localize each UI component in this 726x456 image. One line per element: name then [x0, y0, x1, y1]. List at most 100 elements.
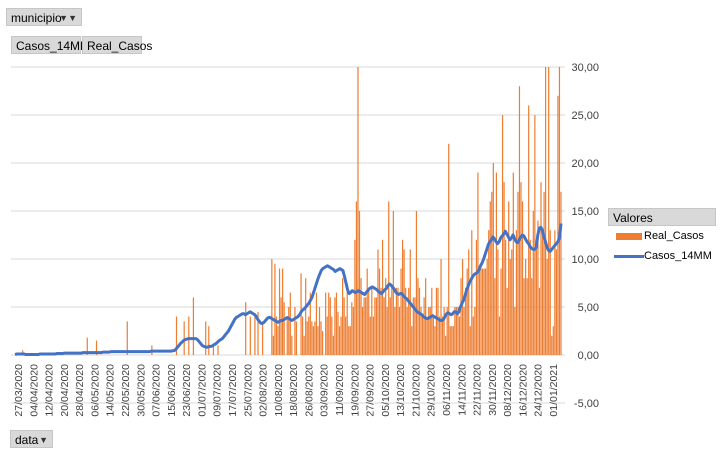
bar	[328, 292, 330, 355]
bar	[289, 292, 291, 355]
bar	[317, 326, 319, 355]
x-tick-label: 13/10/2020	[395, 364, 407, 417]
bar	[302, 316, 304, 355]
bar	[540, 182, 542, 355]
legend-item-casos-14mm[interactable]: Casos_14MM	[608, 246, 716, 266]
bar	[325, 292, 327, 355]
bar	[275, 316, 278, 355]
bar	[400, 268, 402, 355]
x-tick-label: 22/11/2020	[472, 364, 484, 416]
real-casos-value-button[interactable]: Real_Casos	[82, 36, 152, 54]
bar	[318, 307, 321, 355]
bar	[537, 220, 539, 355]
bar	[414, 297, 416, 355]
casos-14mm-value-button[interactable]: Casos_14MM	[11, 36, 90, 54]
bar	[280, 297, 282, 355]
x-tick-label: 28/04/2020	[74, 364, 86, 417]
bar	[254, 316, 256, 355]
bar	[192, 297, 195, 355]
bar	[548, 67, 550, 355]
bar	[354, 239, 356, 355]
bar	[346, 287, 348, 355]
bar	[423, 297, 425, 355]
bar	[526, 278, 528, 355]
data-axis-field-button[interactable]: data ▼	[10, 430, 53, 448]
bar	[315, 292, 318, 355]
bar	[461, 259, 464, 355]
bar	[468, 249, 470, 355]
bar	[343, 297, 345, 355]
bar	[449, 326, 451, 355]
bar	[448, 143, 450, 355]
bar	[426, 316, 428, 355]
filter-dropdown-icon[interactable]: ▼▼	[59, 13, 77, 23]
bar	[309, 292, 311, 355]
bar	[469, 326, 471, 355]
x-tick-label: 27/09/2020	[365, 364, 377, 417]
x-tick-label: 14/05/2020	[105, 364, 117, 417]
bar	[352, 307, 354, 355]
bar	[443, 307, 445, 355]
axis-dropdown-icon[interactable]: ▼	[39, 435, 48, 445]
bar	[394, 307, 396, 355]
bar	[428, 307, 430, 355]
bar	[521, 201, 524, 355]
bar	[331, 316, 333, 355]
bar	[455, 307, 458, 355]
bar	[217, 345, 219, 355]
bar	[445, 335, 447, 355]
bar	[535, 249, 537, 355]
bar-swatch-icon	[616, 233, 642, 240]
bar	[485, 268, 487, 355]
legend-label-real-casos: Real_Casos	[644, 230, 704, 242]
bar	[498, 316, 501, 355]
bar	[277, 326, 279, 355]
legend-label-casos-14mm: Casos_14MM	[644, 250, 712, 262]
bar	[460, 278, 462, 355]
bar	[369, 316, 371, 355]
bar	[308, 316, 310, 355]
bar	[472, 316, 474, 355]
bar	[372, 316, 374, 355]
bar	[249, 316, 251, 355]
bar	[506, 287, 508, 355]
bar	[357, 67, 359, 355]
bar	[492, 163, 494, 355]
bar	[212, 345, 215, 355]
bar	[95, 340, 98, 355]
bar	[471, 230, 473, 355]
bar	[371, 287, 373, 355]
bar	[401, 239, 404, 355]
x-tick-label: 06/05/2020	[89, 364, 101, 417]
bar	[245, 302, 247, 355]
bar	[512, 172, 514, 355]
bar	[288, 307, 290, 355]
bar	[549, 230, 551, 355]
bar	[454, 307, 456, 355]
bar	[531, 278, 533, 355]
bar	[398, 307, 401, 355]
bar	[457, 307, 459, 355]
bar	[311, 321, 313, 355]
bar	[508, 201, 510, 355]
bar	[546, 259, 548, 355]
bar	[515, 230, 517, 355]
bar	[335, 292, 338, 355]
bar	[340, 316, 342, 355]
bar	[500, 268, 502, 355]
bar	[355, 201, 358, 355]
bar	[534, 115, 536, 355]
bar	[480, 268, 482, 355]
bar	[306, 321, 308, 355]
bar	[463, 307, 465, 355]
bar	[532, 211, 534, 355]
legend-title: Valores	[608, 208, 716, 226]
x-axis-labels: 27/03/2020 04/04/2020 12/04/2020 20/04/2020…	[13, 364, 560, 417]
bar	[514, 307, 516, 355]
bar	[282, 268, 284, 355]
bar	[283, 302, 285, 355]
casos-14mm-value-label: Casos_14MM	[16, 39, 91, 53]
x-tick-label: 30/11/2020	[487, 364, 499, 416]
municipio-filter-button[interactable]: municipio ▼▼	[6, 8, 82, 26]
legend-item-real-casos[interactable]: Real_Casos	[608, 226, 716, 246]
